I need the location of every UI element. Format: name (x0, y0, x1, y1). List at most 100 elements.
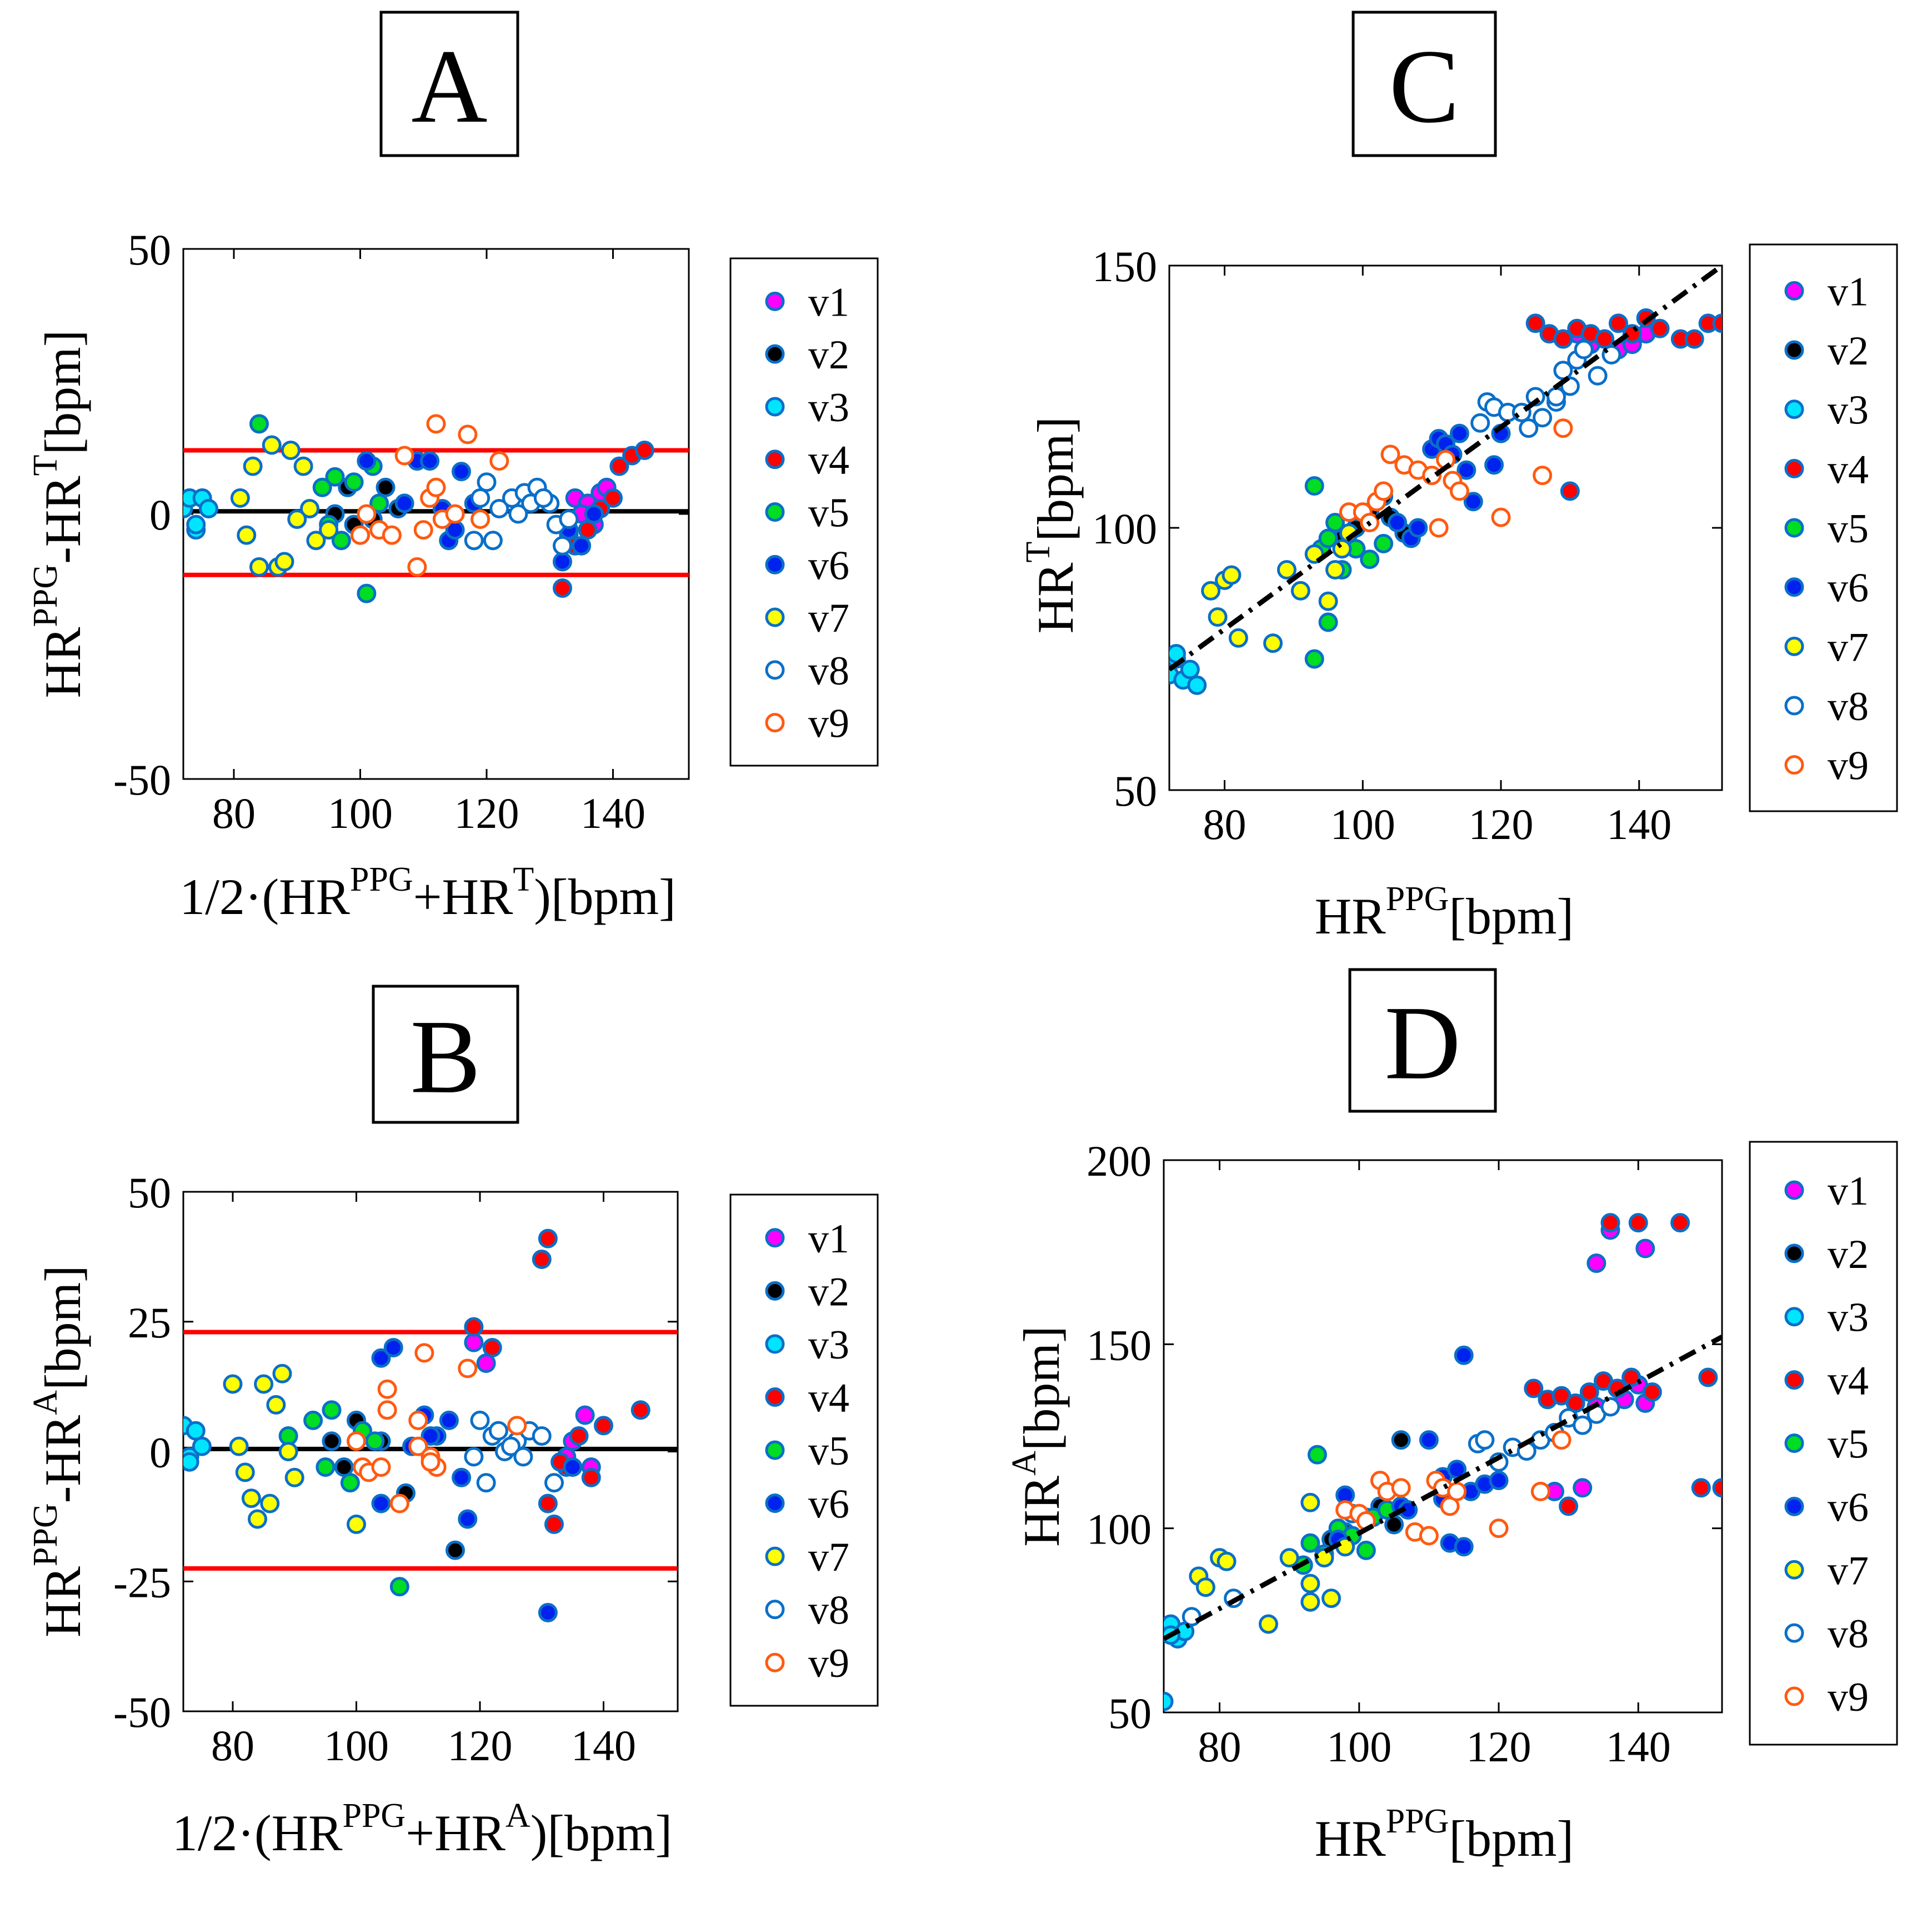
point-v7 (223, 1374, 243, 1394)
panel-title: A (411, 28, 487, 145)
point-v6 (1387, 513, 1407, 533)
legend-label-v7: v7 (808, 1535, 849, 1580)
point-v7 (1335, 1537, 1355, 1557)
y-tick-label: 50 (1108, 1689, 1152, 1737)
point-v6 (1449, 423, 1469, 443)
x-tick-label: 120 (1466, 1722, 1531, 1771)
legend-marker-v2 (765, 1281, 785, 1301)
point-v4 (1642, 1382, 1662, 1402)
y-tick-label: 150 (1087, 1321, 1152, 1369)
point-v7 (1277, 560, 1297, 580)
point-v7 (1258, 1614, 1278, 1634)
point-v9 (489, 451, 509, 471)
legend-marker-v4 (765, 1387, 785, 1407)
y-tick-label: 150 (1092, 242, 1157, 291)
point-v4 (1628, 1213, 1648, 1233)
point-v4 (594, 1416, 613, 1436)
legend-marker-v6 (1784, 577, 1804, 597)
point-v1 (476, 1353, 496, 1373)
axis-label-part: HR (1027, 562, 1084, 633)
point-v7 (1228, 628, 1248, 648)
point-v2 (446, 1540, 465, 1560)
point-v1 (464, 1332, 484, 1352)
y-tick-label: 100 (1092, 505, 1157, 553)
axis-label-superscript: PPG (342, 1797, 406, 1835)
point-v7 (1279, 1548, 1299, 1568)
panel-title-box (1348, 968, 1497, 1113)
axis-label-part: HR (1315, 1810, 1386, 1867)
axis-label-superscript: PPG (27, 1503, 64, 1566)
legend-label-v3: v3 (1828, 388, 1869, 433)
point-v5 (331, 531, 351, 551)
point-v2 (1391, 1430, 1411, 1450)
point-v5 (1325, 513, 1345, 533)
panel-D: D 80 100 120 140 50 100 150 200 v1 v2 v3 v4 v5 v6 v7 v8 v… (1005, 968, 1898, 1867)
point-v8 (501, 1436, 521, 1456)
points-layer (1164, 1213, 1722, 1711)
legend-marker-v5 (765, 502, 785, 522)
point-v9 (408, 1410, 428, 1430)
point-v7 (293, 456, 313, 476)
point-v9 (1429, 518, 1449, 538)
point-v1 (1573, 1478, 1593, 1498)
fit-line (1169, 266, 1722, 672)
legend-marker-v9 (765, 713, 785, 733)
legend-marker-v1 (765, 291, 785, 311)
point-v6 (439, 1410, 459, 1430)
point-v4 (1650, 318, 1670, 338)
points-layer (183, 1228, 650, 1622)
legend-label-v4: v4 (1828, 1358, 1869, 1404)
point-v5 (278, 1426, 298, 1446)
point-v4 (1712, 313, 1722, 333)
x-tick-label: 100 (328, 789, 393, 837)
x-tick-label: 80 (1198, 1722, 1242, 1771)
point-v5 (249, 414, 269, 434)
point-v9 (445, 504, 465, 524)
panel-title-box (379, 11, 519, 157)
point-v6 (572, 536, 592, 556)
legend-box (1749, 1141, 1898, 1746)
x-tick-label: 80 (1203, 800, 1247, 848)
axis-label-part: HR (34, 627, 91, 698)
point-v7 (1300, 1574, 1320, 1594)
point-v1 (1635, 1238, 1655, 1258)
point-v9 (408, 1436, 428, 1456)
point-v7 (287, 510, 307, 530)
point-v7 (278, 1442, 298, 1461)
axis-label-part: )[bpm] (534, 868, 675, 925)
point-v5 (1360, 550, 1380, 570)
point-v7 (237, 525, 257, 545)
point-v8 (559, 510, 579, 530)
panel-C: C 80 100 120 140 50 100 150 v1 v2 v3 v4 v5 v6 v7 v8 v9 HR… (1019, 11, 1898, 945)
legend-box (1749, 243, 1898, 812)
legend-marker-v7 (1784, 636, 1804, 656)
y-tick-label: 0 (149, 491, 171, 539)
legend-marker-v8 (1784, 696, 1804, 716)
point-v4 (538, 1494, 558, 1514)
point-v7 (1263, 633, 1283, 653)
legend-marker-v5 (1784, 518, 1804, 538)
point-v8 (477, 472, 497, 492)
point-v9 (1491, 507, 1511, 527)
y-tick-label: 25 (128, 1298, 171, 1347)
panel-title-box (1352, 11, 1497, 157)
point-v3 (183, 1452, 199, 1472)
point-v8 (464, 1447, 484, 1467)
point-v6 (1463, 492, 1483, 512)
point-v6 (394, 493, 414, 513)
point-v9 (1374, 481, 1394, 501)
point-v5 (1374, 533, 1394, 553)
panel-B: B 80 100 120 140 -50 -25 0 25 50 v1 v2 v3 v4 v5 v6 v7 v8 v… (27, 985, 879, 1861)
point-v9 (1553, 418, 1573, 438)
point-v8 (1574, 339, 1594, 359)
point-v4 (553, 578, 572, 598)
y-tick-label: 0 (149, 1428, 171, 1477)
point-v9 (1551, 1430, 1571, 1450)
legend-label-v5: v5 (1828, 1422, 1869, 1467)
legend-label-v1: v1 (1828, 1168, 1869, 1214)
legend-marker-v6 (1784, 1496, 1804, 1516)
point-v9 (1533, 466, 1553, 486)
axis-label-part: 1/2·(HR (179, 868, 350, 925)
point-v5 (312, 477, 332, 497)
